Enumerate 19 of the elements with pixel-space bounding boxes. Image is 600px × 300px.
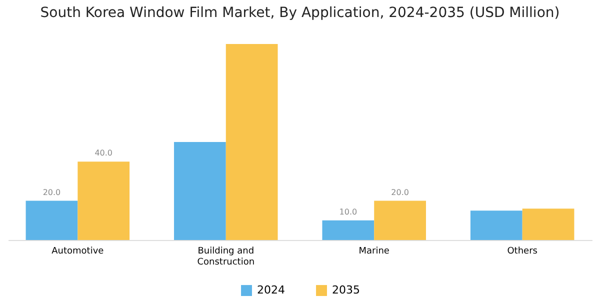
bar	[470, 210, 522, 240]
bar	[174, 142, 226, 240]
x-tick-label: Automotive	[52, 246, 104, 256]
data-label: 20.0	[42, 188, 61, 197]
bar	[226, 44, 278, 240]
bar	[322, 220, 374, 240]
data-label: 20.0	[391, 188, 409, 197]
legend-label: 2035	[332, 284, 360, 297]
data-label: 40.0	[94, 148, 113, 158]
bar	[26, 200, 78, 240]
x-tick-label: Marine	[358, 246, 390, 256]
chart-title: South Korea Window Film Market, By Application, 2024-2035 (USD Million)	[40, 5, 560, 21]
bar	[374, 200, 426, 240]
data-label: 10.0	[339, 207, 358, 216]
x-tick-label: Building and Construction	[197, 246, 255, 268]
x-tick-label: Others	[507, 246, 538, 256]
bar	[78, 162, 130, 240]
legend-label: 2024	[257, 284, 285, 297]
bar	[522, 208, 574, 240]
